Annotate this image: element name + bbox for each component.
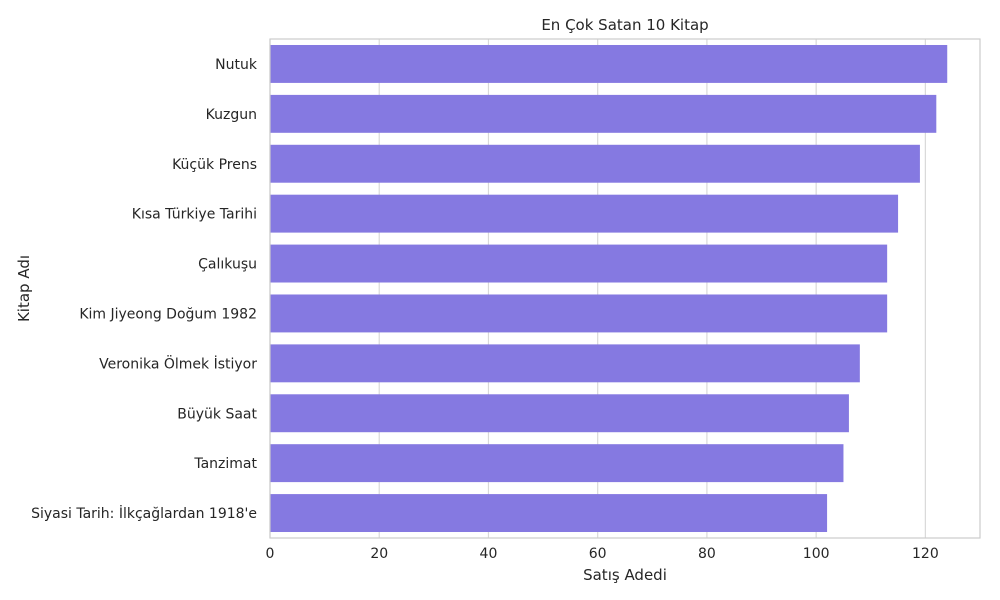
y-tick-labels: Nutuk Kuzgun Küçük Prens Kısa Türkiye Tarih… xyxy=(31,57,258,522)
y-tick-label: Siyasi Tarih: İlkçağlardan 1918'e xyxy=(31,504,257,522)
plot-frame xyxy=(269,38,981,539)
bars xyxy=(270,44,948,533)
x-tick-labels: 0 20 40 60 80 100 120 xyxy=(266,546,939,562)
x-tick-label: 100 xyxy=(803,546,830,562)
x-tick-label: 0 xyxy=(266,546,275,562)
x-tick-label: 60 xyxy=(589,546,607,562)
y-axis-label: Kitap Adı xyxy=(15,255,33,322)
y-tick-label: Tanzimat xyxy=(193,456,257,472)
y-tick-label: Küçük Prens xyxy=(172,157,257,173)
bar xyxy=(270,194,899,233)
x-axis-label: Satış Adedi xyxy=(583,566,667,584)
chart-title: En Çok Satan 10 Kitap xyxy=(541,16,708,34)
x-tick-label: 20 xyxy=(370,546,388,562)
x-tick-label: 40 xyxy=(480,546,498,562)
y-tick-label: Kuzgun xyxy=(206,107,257,123)
bar xyxy=(270,94,937,133)
bar xyxy=(270,344,860,383)
y-tick-label: Nutuk xyxy=(215,57,258,73)
y-tick-label: Kim Jiyeong Doğum 1982 xyxy=(79,306,257,322)
bar xyxy=(270,394,849,433)
x-tick-label: 120 xyxy=(912,546,939,562)
y-tick-label: Büyük Saat xyxy=(177,406,257,422)
bar xyxy=(270,444,844,483)
bar xyxy=(270,494,828,533)
y-tick-label: Kısa Türkiye Tarihi xyxy=(132,207,257,223)
bar xyxy=(270,44,948,83)
y-tick-label: Veronika Ölmek İstiyor xyxy=(99,354,257,372)
bar xyxy=(270,144,920,183)
bar xyxy=(270,294,888,333)
x-tick-label: 80 xyxy=(698,546,716,562)
bar xyxy=(270,244,888,283)
y-tick-label: Çalıkuşu xyxy=(198,257,257,273)
